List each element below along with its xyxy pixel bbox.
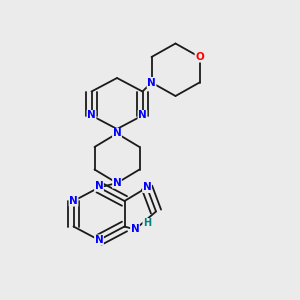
Text: N: N	[112, 178, 122, 188]
Text: N: N	[69, 196, 78, 206]
Text: N: N	[94, 181, 103, 191]
Text: N: N	[147, 77, 156, 88]
Text: N: N	[112, 128, 122, 139]
Text: H: H	[143, 218, 151, 229]
Text: N: N	[142, 182, 152, 193]
Text: O: O	[195, 52, 204, 62]
Text: N: N	[94, 235, 103, 245]
Text: N: N	[138, 110, 147, 121]
Text: N: N	[130, 224, 140, 235]
Text: N: N	[87, 110, 96, 121]
